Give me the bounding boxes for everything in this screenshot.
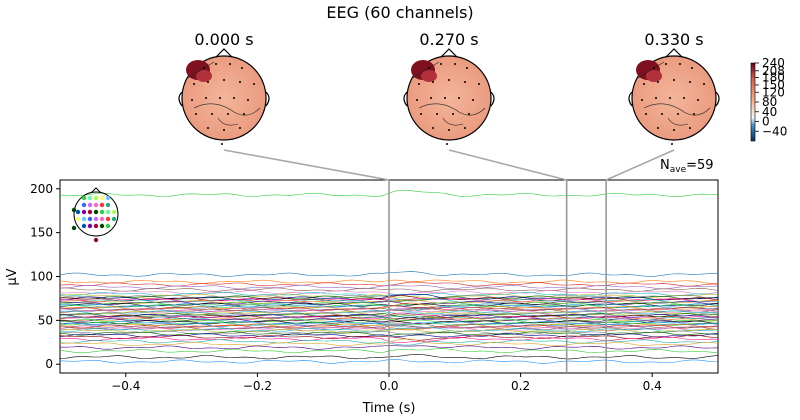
colorbar-tick-label: 150 [762, 78, 785, 92]
head-outline [178, 48, 270, 145]
nave-n: N [660, 158, 670, 173]
colorbar-tick-label: 40 [762, 105, 777, 119]
sensor-dot [71, 207, 77, 213]
y-tick-label: 200 [30, 182, 53, 196]
colorbar-tick-label: 120 [762, 85, 785, 99]
sensor-dot [105, 202, 111, 208]
sensor-dot [111, 209, 117, 215]
sensor-dot [93, 202, 99, 208]
colorbar-tick-label: 0 [762, 115, 770, 129]
colorbar-tick-label: 80 [762, 95, 777, 109]
y-tick-label: 150 [30, 226, 53, 240]
sensor-dot [81, 223, 87, 229]
y-tick-label: 0 [45, 357, 53, 371]
sensor-layout-inset [71, 187, 119, 243]
x-tick-label: 0.4 [643, 379, 662, 393]
head-outline [403, 48, 495, 145]
nave-sub: ave [670, 165, 687, 175]
x-tick-label: 0.0 [379, 379, 398, 393]
sensor-dot [87, 209, 93, 215]
sensor-dot [99, 195, 105, 201]
x-axis-label: Time (s) [362, 401, 416, 416]
y-tick-label: 100 [30, 270, 53, 284]
sensor-dot [75, 216, 81, 222]
sensor-dot [71, 225, 77, 231]
colorbar-tick-label: −40 [762, 124, 787, 138]
head-outline [628, 48, 720, 145]
topomap-2: 0.270 s [403, 30, 495, 145]
sensor-dot [99, 216, 105, 222]
sensor-dot [105, 209, 111, 215]
sensor-dot [87, 223, 93, 229]
colorbar-tick-label: 180 [762, 71, 785, 85]
colorbar-gradient [750, 62, 756, 142]
topomap-1: 0.000 s [178, 30, 270, 145]
y-tick-label: 50 [38, 313, 53, 327]
sensor-dot [81, 195, 87, 201]
sensor-dot [93, 195, 99, 201]
chart-title: EEG (60 channels) [326, 3, 473, 22]
sensor-dot [93, 216, 99, 222]
sensor-dot [105, 223, 111, 229]
y-axis: 0 50 100 150 200 [30, 182, 60, 371]
nave-value: =59 [686, 158, 713, 173]
sensor-dot [93, 237, 99, 243]
sensor-dot [87, 216, 93, 222]
x-tick-label: 0.2 [511, 379, 530, 393]
colorbar-tick-label: 208 [762, 64, 785, 78]
sensor-dot [99, 209, 105, 215]
topomap-connector [448, 149, 567, 181]
topomap-3: 0.330 s [628, 30, 720, 145]
sensor-dot [105, 216, 111, 222]
sensor-dot [99, 223, 105, 229]
nave-label: Nave=59 [660, 158, 714, 175]
sensor-dot [111, 216, 117, 222]
sensor-dot [81, 209, 87, 215]
sensor-dot [99, 202, 105, 208]
y-axis-label: µV [5, 268, 20, 285]
sensor-dot [87, 195, 93, 201]
time-markers [223, 149, 675, 373]
sensor-dot [93, 209, 99, 215]
colorbar-tick-label: 240 [762, 56, 785, 70]
x-tick-label: −0.2 [243, 379, 272, 393]
sensor-dot [105, 195, 111, 201]
topomap-time-label: 0.330 s [644, 30, 703, 49]
topomap-time-label: 0.000 s [194, 30, 253, 49]
x-tick-label: −0.4 [111, 379, 140, 393]
sensor-dot [87, 202, 93, 208]
x-axis: −0.4 −0.2 0.0 0.2 0.4 [111, 373, 662, 393]
sensor-dot [75, 209, 81, 215]
sensor-dot [81, 216, 87, 222]
topomap-time-label: 0.270 s [419, 30, 478, 49]
sensor-dot [81, 202, 87, 208]
sensor-dot [93, 223, 99, 229]
topomap-connector [605, 149, 675, 181]
topomap-connector [223, 149, 390, 181]
